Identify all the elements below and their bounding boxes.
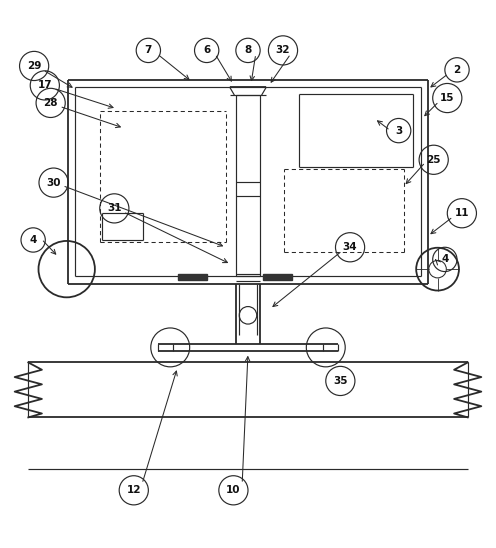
Text: 2: 2	[453, 65, 461, 75]
Bar	[178, 274, 207, 280]
Text: 6: 6	[203, 45, 210, 55]
Text: 25: 25	[427, 155, 441, 165]
Text: 4: 4	[441, 254, 448, 265]
Text: 29: 29	[27, 61, 41, 71]
Text: 8: 8	[245, 45, 251, 55]
Text: 15: 15	[440, 93, 454, 103]
Bar	[262, 274, 292, 280]
Text: 7: 7	[145, 45, 152, 55]
Text: 12: 12	[126, 486, 141, 495]
Text: 35: 35	[333, 376, 348, 386]
Text: 34: 34	[343, 242, 358, 252]
Text: 31: 31	[107, 203, 122, 213]
Text: 32: 32	[276, 45, 290, 55]
Text: 11: 11	[455, 208, 469, 218]
Text: 28: 28	[44, 98, 58, 108]
Text: 4: 4	[29, 235, 37, 245]
Text: 10: 10	[226, 486, 241, 495]
Text: 30: 30	[46, 178, 61, 187]
Text: 17: 17	[38, 81, 52, 90]
Text: 3: 3	[395, 125, 402, 135]
